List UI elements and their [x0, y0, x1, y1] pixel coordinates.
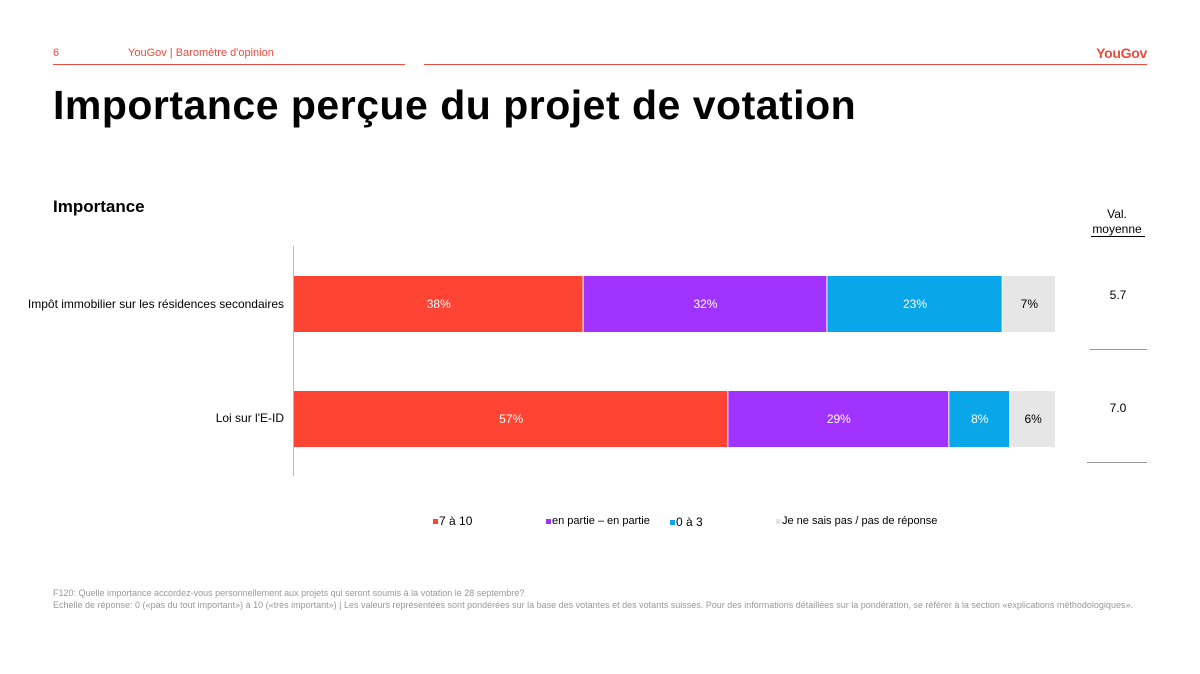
page-title: Importance perçue du projet de votation	[53, 82, 857, 128]
source-label: YouGov | Baromètre d'opinion	[128, 47, 274, 59]
mean-value-1: 7.0	[1109, 401, 1127, 415]
data-label-1-0: 57%	[499, 412, 523, 426]
legend-item-0: 7 à 10	[433, 514, 472, 528]
bar-segment-1-2	[949, 391, 1010, 447]
header-rule-left	[53, 64, 405, 65]
footnote: F120: Quelle importance accordez-vous pe…	[53, 587, 1133, 611]
header-rule-right	[424, 64, 1147, 65]
mean-header: Val. moyenne	[1092, 207, 1142, 236]
legend-swatch-1	[546, 518, 551, 524]
legend-swatch-0	[433, 519, 438, 525]
legend-item-2: 0 à 3	[670, 515, 703, 529]
data-label-0-0: 38%	[427, 297, 451, 311]
data-label-0-3: 7%	[1021, 297, 1039, 311]
legend-item-1: en partie – en partie	[546, 515, 650, 527]
legend-swatch-2	[670, 520, 675, 526]
legend-label-2: 0 à 3	[676, 515, 703, 529]
mean-separator-1	[1087, 462, 1147, 463]
bar-segment-0-3	[1002, 276, 1055, 332]
footnote-question: F120: Quelle importance accordez-vous pe…	[53, 588, 525, 598]
legend-label-0: 7 à 10	[439, 514, 473, 528]
legend-label-1: en partie – en partie	[552, 515, 650, 527]
category-label-0: Impôt immobilier sur les résidences seco…	[27, 297, 284, 311]
bar-segment-0-1	[583, 276, 827, 332]
page-number: 6	[53, 47, 60, 59]
legend-swatch-3	[776, 518, 781, 524]
mean-value-0: 5.7	[1109, 288, 1127, 302]
bar-segment-1-3	[1010, 391, 1055, 447]
data-label-0-2: 23%	[903, 297, 927, 311]
mean-separator-0	[1090, 349, 1147, 350]
yougov-logo: YouGov	[1096, 45, 1147, 61]
data-label-1-2: 8%	[971, 412, 989, 426]
data-label-0-1: 32%	[693, 297, 717, 311]
bar-segment-0-0	[294, 276, 583, 332]
legend-item-3: Je ne sais pas / pas de réponse	[776, 515, 937, 527]
bar-segment-0-2	[827, 276, 1002, 332]
data-label-1-3: 6%	[1024, 412, 1042, 426]
mean-header-rule	[1091, 236, 1145, 237]
category-label-1: Loi sur l'E-ID	[215, 411, 284, 425]
data-label-1-1: 29%	[827, 412, 851, 426]
footnote-scale: Echelle de réponse: 0 («pas du tout impo…	[53, 600, 1133, 610]
bar-segment-1-0	[294, 391, 728, 447]
legend-label-3: Je ne sais pas / pas de réponse	[782, 515, 938, 527]
bar-segment-1-1	[728, 391, 949, 447]
chart-title: Importance	[53, 197, 145, 216]
